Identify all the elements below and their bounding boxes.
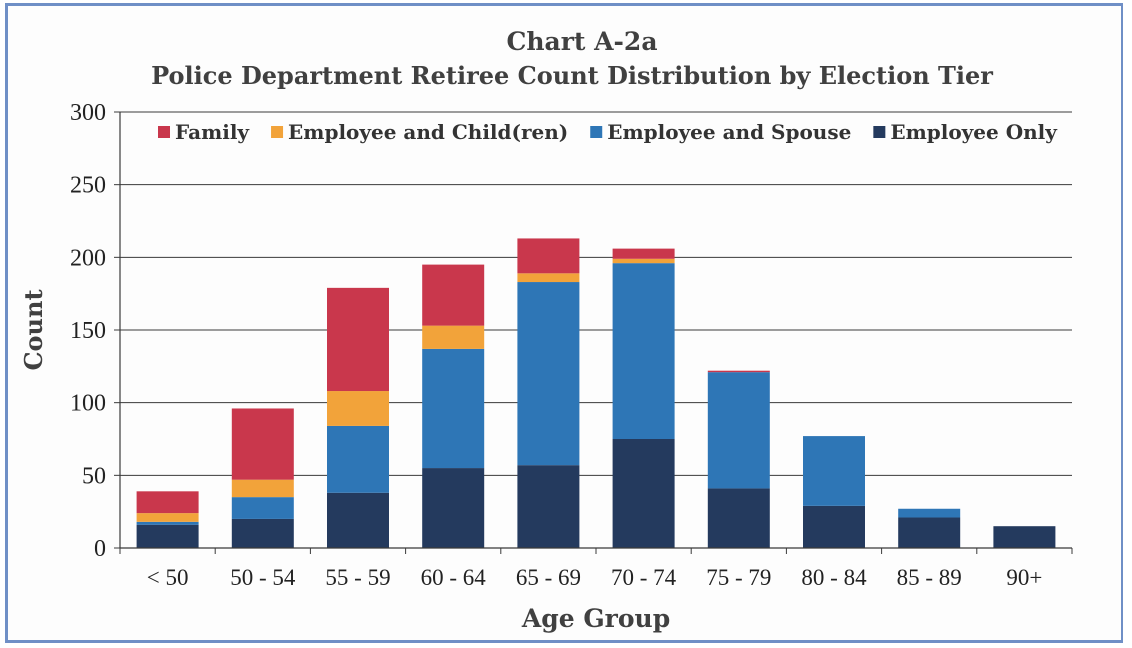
bar-segment (231, 408, 294, 480)
bar-segment (517, 465, 580, 548)
bar-segment (327, 391, 389, 426)
legend-swatch (158, 126, 170, 138)
legend-swatch (590, 126, 603, 138)
chart-subtitle: Police Department Retiree Count Distribu… (151, 61, 993, 90)
y-tick-label: 0 (94, 536, 106, 562)
x-tick-label: 85 - 89 (897, 565, 962, 590)
bar-segment (327, 425, 389, 493)
x-tick-label: 80 - 84 (801, 565, 867, 590)
y-tick-label: 150 (70, 318, 106, 344)
bar-segment (517, 273, 580, 283)
bar-segment (231, 479, 294, 498)
bar-segment (612, 439, 675, 548)
x-tick-label: 90+ (1006, 565, 1042, 590)
bar-segment (517, 282, 580, 466)
x-tick-label: 50 - 54 (230, 565, 296, 590)
bar-segment (898, 517, 961, 548)
y-tick-label: 100 (70, 391, 106, 417)
bars (136, 238, 1056, 548)
bar-segment (136, 521, 199, 525)
bar-segment (707, 370, 770, 373)
bar-segment (327, 287, 389, 392)
bar-segment (612, 248, 675, 259)
x-tick-label: 75 - 79 (706, 565, 771, 590)
bar-segment (993, 526, 1056, 548)
bar-segment (136, 513, 199, 522)
y-tick-label: 200 (70, 245, 106, 271)
bar-segment (422, 264, 485, 326)
axes: 0 50 100 150 200 250 300 < 50 50 - 54 55 - 59 60 -… (70, 100, 1073, 590)
bar-segment (422, 348, 485, 469)
bar-segment (136, 524, 199, 548)
legend-label: Family (175, 120, 250, 144)
x-tick-label: 70 - 74 (611, 565, 677, 590)
legend: Family Employee and Child(ren) Employee an… (158, 120, 1058, 144)
bar-segment (803, 505, 865, 548)
y-tick-label: 50 (82, 463, 106, 489)
x-tick-label: 65 - 69 (516, 565, 581, 590)
x-tick-label: < 50 (147, 565, 189, 590)
bar-segment (803, 436, 865, 506)
bar-segment (422, 325, 485, 349)
bar-segment (231, 497, 294, 519)
bar-segment (517, 238, 580, 274)
y-tick-label: 300 (70, 100, 106, 126)
bar-segment (612, 258, 675, 264)
legend-label: Employee and Spouse (607, 120, 851, 144)
bar-segment (707, 372, 770, 489)
legend-swatch (873, 126, 886, 138)
bar-segment (422, 468, 485, 548)
chart-title: Chart A-2a (506, 27, 657, 56)
bar-segment (231, 518, 294, 548)
legend-swatch (271, 126, 284, 138)
y-axis-title: Count (19, 289, 48, 370)
legend-label: Employee Only (890, 120, 1058, 144)
y-tick-label: 250 (70, 173, 106, 199)
bar-segment (612, 263, 675, 439)
legend-label: Employee and Child(ren) (288, 120, 568, 144)
x-tick-label: 55 - 59 (325, 565, 390, 590)
bar-segment (327, 492, 389, 548)
x-axis-title: Age Group (521, 604, 670, 633)
bar-segment (898, 508, 961, 518)
bar-segment (136, 491, 199, 514)
x-tick-label: 60 - 64 (421, 565, 487, 590)
bar-segment (707, 488, 770, 548)
